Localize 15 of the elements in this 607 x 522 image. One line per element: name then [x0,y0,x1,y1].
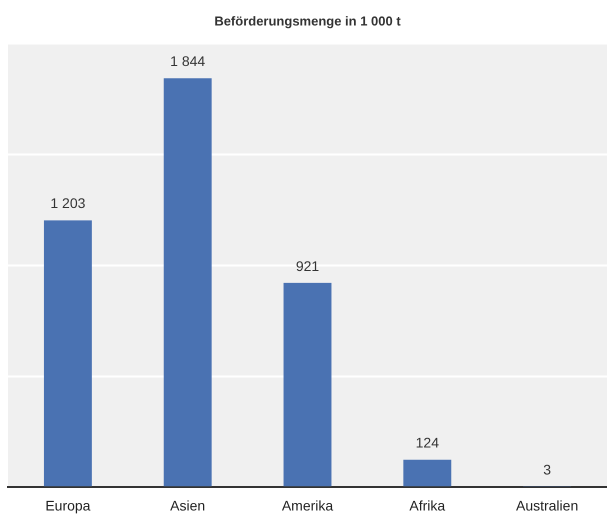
data-label: 1 844 [170,53,206,70]
x-tick-label: Australien [516,497,578,514]
bar [284,282,332,486]
data-label: 1 203 [50,195,86,212]
data-label: 124 [416,434,440,451]
x-tick-label: Amerika [282,497,334,514]
data-label: 3 [543,461,552,478]
chart-title: Beförderungsmenge in 1 000 t [214,13,402,28]
x-tick-label: Asien [170,497,206,514]
x-tick-label: Europa [45,497,91,514]
data-label: 921 [296,258,320,274]
x-tick-label: Afrika [409,497,446,514]
bar [403,460,452,486]
bar [164,78,212,486]
bar [44,220,92,486]
